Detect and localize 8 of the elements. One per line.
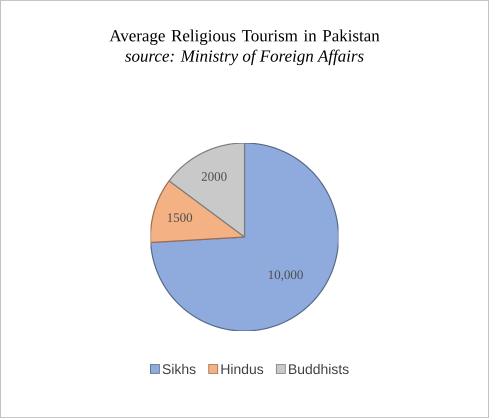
legend-label: Sikhs xyxy=(162,364,196,374)
data-label: 10,000 xyxy=(268,270,303,282)
data-label: 2000 xyxy=(202,172,227,181)
data-label: 1500 xyxy=(168,213,192,222)
chart-subtitle: source: Ministry of Foreign Affairs xyxy=(125,50,364,66)
legend-label: Buddhists xyxy=(289,364,349,374)
legend-label: Hindus xyxy=(221,364,264,374)
chart-title: Average Religious Tourism in Pakistan xyxy=(109,30,380,45)
